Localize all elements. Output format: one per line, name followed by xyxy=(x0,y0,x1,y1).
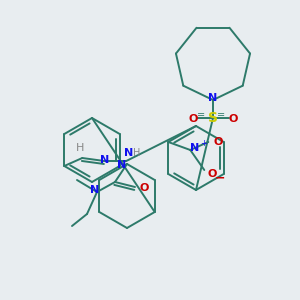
Text: H: H xyxy=(133,148,140,158)
Text: O: O xyxy=(228,114,238,124)
Text: +: + xyxy=(200,140,207,148)
Text: O: O xyxy=(208,169,217,179)
Text: S: S xyxy=(208,111,218,125)
Text: N: N xyxy=(124,148,133,158)
Text: N: N xyxy=(90,185,100,195)
Text: N: N xyxy=(208,93,217,103)
Text: N: N xyxy=(100,155,109,165)
Text: =: = xyxy=(217,110,225,120)
Text: =: = xyxy=(197,110,205,120)
Text: O: O xyxy=(214,137,223,147)
Text: N: N xyxy=(117,160,126,170)
Text: N: N xyxy=(190,143,199,153)
Text: O: O xyxy=(139,183,149,193)
Text: H: H xyxy=(76,143,85,153)
Text: O: O xyxy=(188,114,198,124)
Text: −: − xyxy=(215,172,226,184)
